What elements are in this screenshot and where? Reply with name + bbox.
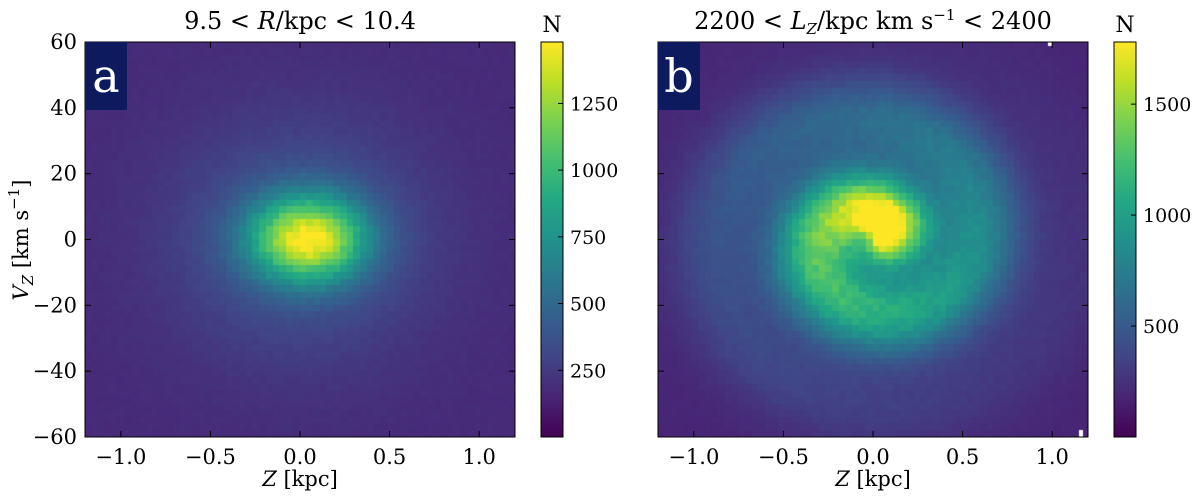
y-tick-label: −40: [33, 359, 77, 383]
panel-a-heatmap: [85, 42, 515, 437]
colorbar-tick-label: 1250: [570, 93, 618, 115]
x-tick-label: −0.5: [185, 445, 236, 469]
panel-b-heatmap: [658, 42, 1088, 437]
y-tick-label: 40: [50, 96, 77, 120]
colorbar-tick-label: 1000: [1143, 205, 1191, 227]
panel-b-letter: b: [664, 49, 693, 103]
colorbar-tick-label: 500: [570, 294, 606, 316]
panel-b: 2200 < LZ/kpc km s−1 < 2400 −1.0 −0.5 0.0 0…: [657, 6, 1191, 491]
panel-b-title: 2200 < LZ/kpc km s−1 < 2400: [694, 6, 1052, 38]
panel-a-letter: a: [92, 49, 119, 103]
x-tick-label: 0.5: [373, 445, 406, 469]
y-tick-label: 60: [50, 30, 77, 54]
y-tick-label: −60: [33, 425, 77, 449]
panel-a-colorbar-ticks: 250 500 750 1000 1250: [558, 93, 618, 382]
x-tick-label: −1.0: [95, 445, 146, 469]
x-tick-label: −0.5: [758, 445, 809, 469]
panel-b-colorbar-title: N: [1115, 13, 1134, 38]
panel-a-colorbar-title: N: [542, 13, 561, 38]
colorbar-tick-label: 1000: [570, 160, 618, 182]
panel-b-heatmap-box: [658, 42, 1088, 437]
panel-b-colorbar-ticks: 500 1000 1500: [1131, 94, 1191, 338]
x-tick-label: 0.0: [856, 445, 889, 469]
panel-a: 9.5 < R/kpc < 10.4 −1.0 −0.5 0.0 0.5 1.0−60−…: [5, 7, 618, 491]
colorbar-tick-label: 250: [570, 360, 606, 382]
panel-a-colorbar: [540, 41, 564, 438]
y-tick-label: 0: [64, 228, 77, 252]
panel-b-letter-box: [658, 42, 700, 110]
x-tick-label: 1.0: [1035, 445, 1068, 469]
panel-a-letter-box: [85, 42, 127, 110]
panel-a-xlabel: Z [kpc]: [261, 467, 338, 491]
y-tick-label: −20: [33, 293, 77, 317]
panel-a-title: 9.5 < R/kpc < 10.4: [184, 7, 416, 35]
panel-b-ticks: −1.0 −0.5 0.0 0.5 1.0: [658, 41, 1088, 469]
x-tick-label: 1.0: [462, 445, 495, 469]
panel-a-heatmap-box: [85, 42, 515, 437]
x-tick-label: 0.0: [283, 445, 316, 469]
panel-b-xlabel: Z [kpc]: [834, 467, 911, 491]
y-tick-label: 20: [50, 162, 77, 186]
colorbar-tick-label: 500: [1143, 316, 1179, 338]
colorbar-tick-label: 750: [570, 227, 606, 249]
panel-a-ylabel: VZ [km s−1]: [5, 180, 37, 301]
panel-b-colorbar: [1113, 41, 1137, 438]
colorbar-tick-label: 1500: [1143, 94, 1191, 116]
panel-a-ticks: −1.0 −0.5 0.0 0.5 1.0 −60 −40 −20 0 20 40 60: [33, 30, 515, 469]
x-tick-label: 0.5: [946, 445, 979, 469]
x-tick-label: −1.0: [668, 445, 719, 469]
